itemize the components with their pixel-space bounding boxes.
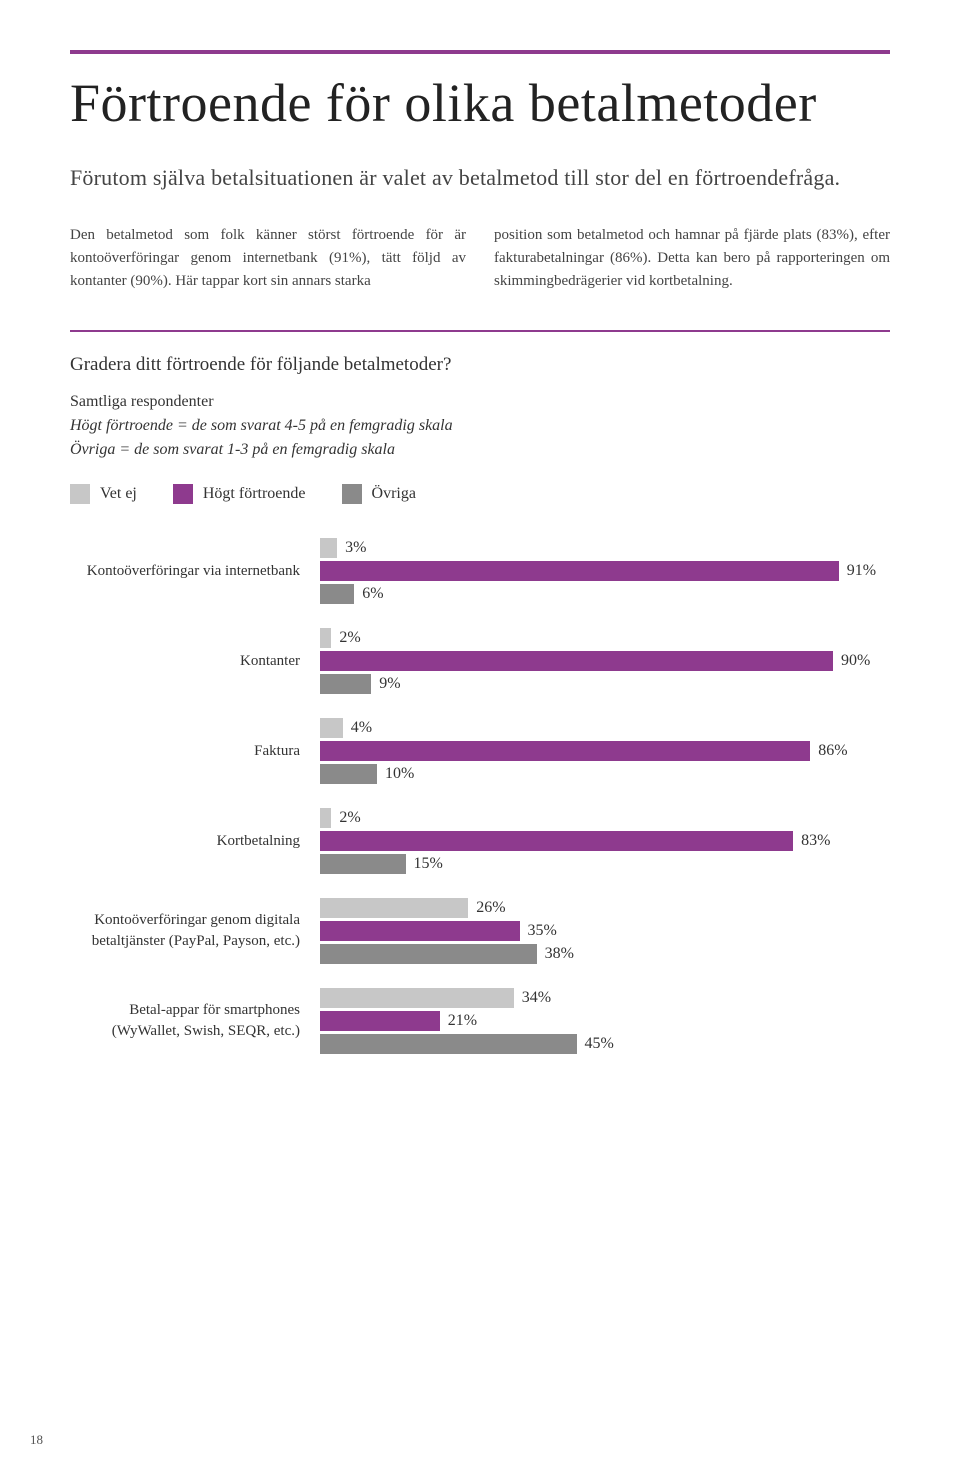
chart-row: Faktura 4% 86% 10%	[70, 718, 890, 784]
bar-vet-ej-value: 2%	[339, 809, 360, 827]
bar-ovriga	[320, 1034, 577, 1054]
bar-ovriga-wrap: 45%	[320, 1034, 890, 1054]
bar-vet-ej	[320, 718, 343, 738]
bar-hogt-value: 83%	[801, 832, 830, 850]
bar-vet-ej-wrap: 26%	[320, 898, 890, 918]
bar-ovriga	[320, 944, 537, 964]
legend-label-ovriga: Övriga	[372, 485, 416, 503]
chart-row-label: Kortbetalning	[70, 831, 320, 851]
legend-label-hogt: Högt förtroende	[203, 485, 306, 503]
bar-vet-ej-value: 4%	[351, 719, 372, 737]
chart-row: Kortbetalning 2% 83% 15%	[70, 808, 890, 874]
chart-row-bars: 26% 35% 38%	[320, 898, 890, 964]
chart-row-label: Kontoöverföringar genom digitala betaltj…	[70, 910, 320, 951]
chart-row-label: Kontoöverföringar via internetbank	[70, 561, 320, 581]
bar-hogt-wrap: 90%	[320, 651, 890, 671]
bar-ovriga-wrap: 9%	[320, 674, 890, 694]
sub-line-3: Övriga = de som svarat 1-3 på en femgrad…	[70, 438, 890, 462]
bar-vet-ej	[320, 898, 468, 918]
bar-ovriga-value: 38%	[545, 945, 574, 963]
legend-hogt: Högt förtroende	[173, 484, 306, 504]
bar-hogt	[320, 741, 810, 761]
bar-vet-ej-value: 2%	[339, 629, 360, 647]
bar-hogt-value: 86%	[818, 742, 847, 760]
bar-ovriga	[320, 674, 371, 694]
legend-vet-ej: Vet ej	[70, 484, 137, 504]
bar-ovriga-wrap: 38%	[320, 944, 890, 964]
intro-text: Förutom själva betalsituationen är valet…	[70, 162, 890, 194]
bar-hogt-wrap: 86%	[320, 741, 890, 761]
swatch-vet-ej	[70, 484, 90, 504]
bar-hogt-value: 21%	[448, 1012, 477, 1030]
bar-hogt-value: 90%	[841, 652, 870, 670]
bar-vet-ej-wrap: 4%	[320, 718, 890, 738]
bar-hogt-wrap: 91%	[320, 561, 890, 581]
bar-ovriga-wrap: 15%	[320, 854, 890, 874]
sub-line-1: Samtliga respondenter	[70, 390, 890, 414]
sub-line-2: Högt förtroende = de som svarat 4-5 på e…	[70, 414, 890, 438]
bar-chart: Kontoöverföringar via internetbank 3% 91% 6…	[70, 538, 890, 1054]
chart-row: Kontanter 2% 90% 9%	[70, 628, 890, 694]
bar-ovriga-value: 6%	[362, 585, 383, 603]
bar-hogt-wrap: 35%	[320, 921, 890, 941]
swatch-ovriga	[342, 484, 362, 504]
bar-ovriga-wrap: 6%	[320, 584, 890, 604]
bar-vet-ej	[320, 538, 337, 558]
bar-vet-ej-value: 34%	[522, 989, 551, 1007]
bar-ovriga-value: 15%	[414, 855, 443, 873]
bar-hogt-wrap: 83%	[320, 831, 890, 851]
page-number: 18	[30, 1432, 43, 1448]
title-rule	[70, 50, 890, 54]
chart-row-bars: 2% 83% 15%	[320, 808, 890, 874]
body-left: Den betalmetod som folk känner störst fö…	[70, 224, 466, 294]
bar-hogt-wrap: 21%	[320, 1011, 890, 1031]
chart-row-bars: 2% 90% 9%	[320, 628, 890, 694]
bar-hogt	[320, 921, 520, 941]
bar-ovriga	[320, 854, 406, 874]
bar-ovriga-value: 45%	[585, 1035, 614, 1053]
chart-legend: Vet ej Högt förtroende Övriga	[70, 484, 890, 504]
chart-row-bars: 4% 86% 10%	[320, 718, 890, 784]
bar-ovriga-value: 9%	[379, 675, 400, 693]
bar-ovriga	[320, 764, 377, 784]
chart-row: Betal-appar för smartphones (WyWallet, S…	[70, 988, 890, 1054]
chart-row: Kontoöverföringar genom digitala betaltj…	[70, 898, 890, 964]
bar-hogt	[320, 1011, 440, 1031]
chart-row: Kontoöverföringar via internetbank 3% 91% 6…	[70, 538, 890, 604]
bar-vet-ej	[320, 988, 514, 1008]
bar-hogt-value: 91%	[847, 562, 876, 580]
bar-vet-ej	[320, 628, 331, 648]
bar-vet-ej	[320, 808, 331, 828]
chart-subtext: Samtliga respondenter Högt förtroende = …	[70, 390, 890, 462]
legend-ovriga: Övriga	[342, 484, 416, 504]
chart-question: Gradera ditt förtroende för följande bet…	[70, 354, 890, 376]
chart-row-bars: 3% 91% 6%	[320, 538, 890, 604]
bar-hogt	[320, 561, 839, 581]
legend-label-vet-ej: Vet ej	[100, 485, 137, 503]
bar-ovriga	[320, 584, 354, 604]
chart-row-bars: 34% 21% 45%	[320, 988, 890, 1054]
chart-row-label: Faktura	[70, 741, 320, 761]
bar-hogt	[320, 651, 833, 671]
bar-vet-ej-wrap: 34%	[320, 988, 890, 1008]
bar-vet-ej-value: 3%	[345, 539, 366, 557]
bar-ovriga-value: 10%	[385, 765, 414, 783]
bar-vet-ej-wrap: 2%	[320, 628, 890, 648]
bar-ovriga-wrap: 10%	[320, 764, 890, 784]
body-columns: Den betalmetod som folk känner störst fö…	[70, 224, 890, 294]
chart-row-label: Betal-appar för smartphones (WyWallet, S…	[70, 1000, 320, 1041]
bar-vet-ej-value: 26%	[476, 899, 505, 917]
bar-hogt	[320, 831, 793, 851]
bar-vet-ej-wrap: 3%	[320, 538, 890, 558]
bar-vet-ej-wrap: 2%	[320, 808, 890, 828]
mid-rule	[70, 330, 890, 332]
body-right: position som betalmetod och hamnar på fj…	[494, 224, 890, 294]
chart-row-label: Kontanter	[70, 651, 320, 671]
page-title: Förtroende för olika betalmetoder	[70, 72, 890, 134]
bar-hogt-value: 35%	[528, 922, 557, 940]
swatch-hogt	[173, 484, 193, 504]
